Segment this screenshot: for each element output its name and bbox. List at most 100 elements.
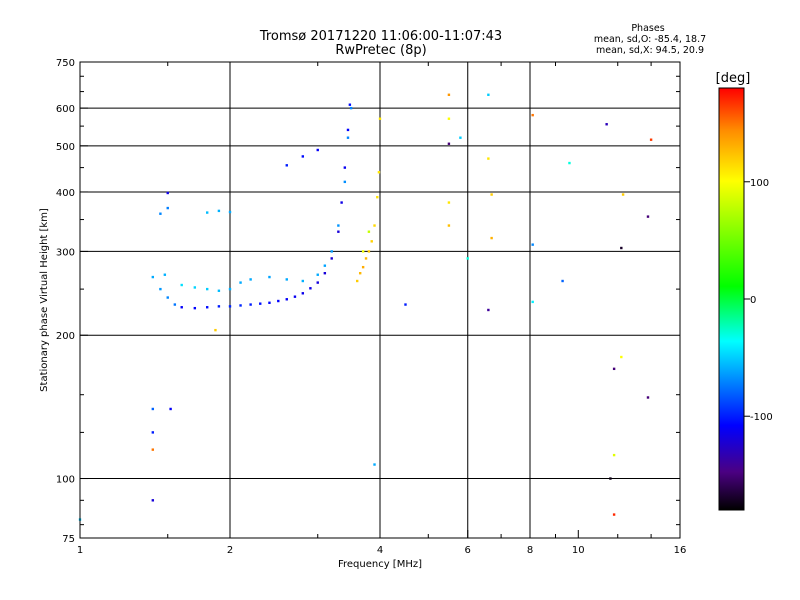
colorbar-tick-label: 0	[750, 295, 756, 306]
data-point	[316, 281, 319, 284]
data-point	[259, 302, 262, 305]
data-point	[531, 243, 534, 246]
stats-line-o: mean, sd,O: -85.4, 18.7	[594, 34, 706, 45]
data-point	[373, 224, 376, 227]
data-point	[358, 272, 362, 275]
x-tick-label: 10	[572, 545, 585, 556]
data-point	[447, 117, 451, 120]
y-tick-label: 200	[56, 331, 75, 342]
data-point	[301, 292, 305, 295]
data-point	[404, 303, 407, 306]
data-point	[159, 212, 162, 215]
data-point	[612, 367, 616, 371]
data-point	[228, 287, 232, 291]
data-point	[285, 298, 288, 301]
colorbar-ticks: 100 0 -100	[744, 178, 773, 423]
x-tick-label: 6	[465, 545, 471, 556]
data-point	[193, 306, 197, 310]
data-point	[370, 240, 373, 243]
y-tick-label: 75	[62, 534, 75, 545]
data-point	[239, 281, 242, 284]
data-point	[316, 273, 319, 276]
data-point	[447, 93, 451, 96]
data-point	[531, 300, 534, 304]
data-point	[364, 257, 368, 260]
data-point	[343, 166, 347, 169]
data-point	[646, 215, 650, 218]
data-point	[268, 275, 271, 279]
data-point	[487, 308, 490, 312]
data-point	[277, 299, 280, 303]
data-point	[487, 157, 490, 160]
data-point	[228, 305, 232, 308]
data-point	[609, 477, 612, 480]
data-point	[367, 230, 371, 233]
data-point	[340, 201, 343, 204]
x-tick-label: 1	[77, 545, 83, 556]
data-point	[239, 304, 242, 307]
data-point	[361, 250, 365, 253]
x-tick-label: 4	[377, 545, 383, 556]
data-point	[205, 306, 209, 309]
y-tick-label: 600	[56, 104, 75, 115]
y-tick-label: 300	[56, 247, 75, 258]
data-point	[323, 264, 327, 267]
data-point	[228, 210, 232, 214]
data-point	[205, 211, 209, 214]
colorbar-label: [deg]	[716, 71, 751, 86]
data-point	[301, 279, 305, 283]
data-point	[447, 201, 451, 204]
data-point	[349, 106, 353, 110]
data-point	[214, 328, 217, 332]
data-point	[337, 224, 340, 227]
data-point	[612, 453, 616, 457]
data-point	[459, 136, 462, 139]
colorbar-gradient	[718, 87, 745, 511]
data-point	[621, 193, 625, 196]
data-point	[249, 303, 252, 306]
data-point	[376, 195, 379, 199]
data-point	[193, 286, 197, 289]
data-point	[249, 278, 252, 281]
data-point	[268, 301, 271, 304]
data-point	[163, 273, 167, 276]
x-tick-label: 8	[527, 545, 533, 556]
data-point	[285, 164, 288, 167]
data-point	[309, 287, 312, 290]
stats-line-x: mean, sd,X: 94.5, 20.9	[596, 45, 704, 56]
y-tick-label: 100	[56, 475, 75, 486]
data-point	[612, 513, 616, 516]
data-point	[166, 191, 169, 195]
y-tick-label: 750	[56, 58, 75, 69]
data-point	[337, 230, 340, 233]
colorbar-tick-label: 100	[750, 178, 769, 189]
data-point	[217, 289, 221, 292]
data-point	[490, 236, 493, 240]
data-point	[346, 128, 350, 132]
data-point	[367, 250, 371, 253]
data-point	[151, 431, 155, 434]
data-point	[490, 193, 493, 196]
data-point	[323, 272, 327, 275]
data-point	[180, 306, 183, 309]
data-point	[301, 155, 305, 158]
data-point	[151, 407, 155, 411]
data-point	[466, 257, 469, 260]
y-axis-label: Stationary phase Virtual Height [km]	[39, 208, 50, 392]
data-point	[173, 303, 177, 306]
x-tick-label: 2	[227, 545, 233, 556]
data-point	[166, 206, 169, 210]
data-point	[169, 407, 172, 411]
colorbar-tick-label: -100	[750, 412, 773, 423]
data-point	[217, 305, 221, 308]
data-point	[377, 171, 381, 174]
data-point	[316, 148, 319, 152]
data-point	[355, 279, 359, 283]
data-point	[285, 278, 288, 281]
x-axis-label: Frequency [MHz]	[338, 559, 422, 570]
axis-ticks: 1 2 4 6 8 10 16 75 100 200 300 400 500 600 750	[56, 58, 686, 556]
x-tick-label: 16	[674, 545, 687, 556]
data-point	[487, 93, 490, 96]
data-point	[568, 161, 571, 165]
